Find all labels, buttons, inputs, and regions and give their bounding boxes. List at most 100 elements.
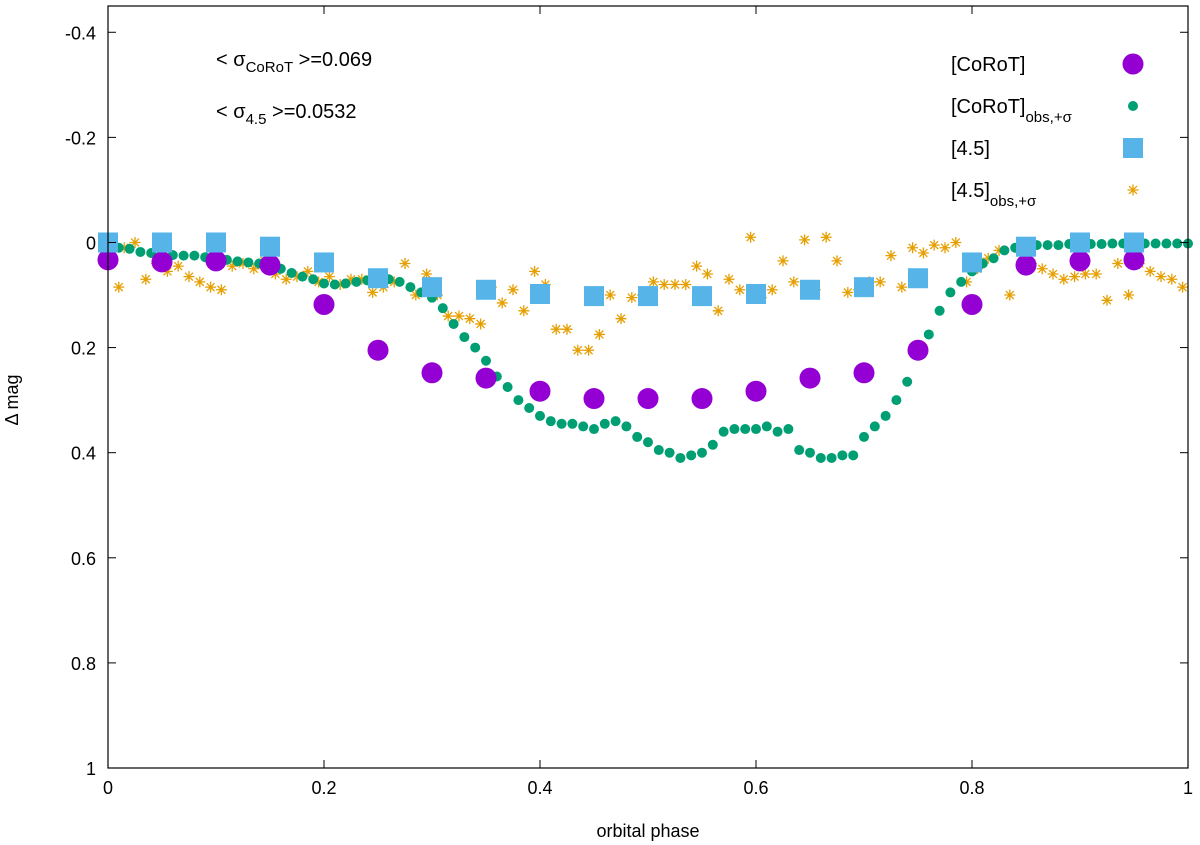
data-point <box>237 258 249 270</box>
data-point <box>788 276 800 288</box>
data-point <box>664 447 675 458</box>
data-point <box>647 276 659 288</box>
legend-marker <box>1123 138 1143 158</box>
data-point <box>475 318 487 330</box>
data-point <box>610 416 621 427</box>
data-point <box>1112 258 1124 270</box>
y-tick-label: -0.4 <box>65 23 96 43</box>
data-point <box>626 292 638 304</box>
data-point <box>1124 232 1144 253</box>
data-point <box>593 328 605 340</box>
data-point <box>869 421 880 432</box>
data-point <box>993 244 1005 256</box>
data-point <box>820 231 832 243</box>
data-point <box>956 276 967 287</box>
data-point <box>1155 271 1167 283</box>
data-point <box>1070 232 1090 253</box>
data-point <box>658 279 670 291</box>
legend-marker <box>1122 53 1144 75</box>
data-point <box>874 276 886 288</box>
data-point <box>453 310 465 322</box>
data-point <box>950 236 962 248</box>
data-point <box>718 426 729 437</box>
data-point <box>513 395 524 406</box>
data-point <box>368 268 388 289</box>
legend-entry-label: [CoRoT]obs,+σ <box>951 96 1073 126</box>
data-point <box>1107 238 1118 249</box>
data-point <box>707 439 718 450</box>
data-point <box>496 297 508 309</box>
data-point <box>826 452 837 463</box>
data-point <box>1053 240 1064 251</box>
data-point <box>589 424 599 435</box>
data-point <box>578 421 589 432</box>
data-point <box>502 382 513 392</box>
data-point <box>567 418 578 429</box>
data-point <box>151 251 173 273</box>
data-point <box>1015 254 1037 276</box>
data-point <box>1069 250 1091 272</box>
data-point <box>113 281 125 293</box>
data-point <box>604 289 616 301</box>
data-point <box>1090 268 1102 280</box>
data-point <box>205 281 217 293</box>
data-point <box>945 287 956 298</box>
data-point <box>599 418 610 429</box>
data-point <box>535 410 545 421</box>
y-axis-label: Δ mag <box>2 374 22 425</box>
data-point <box>545 416 556 427</box>
x-tick-label: 0 <box>103 778 113 798</box>
data-point <box>561 323 573 335</box>
data-point <box>777 255 789 267</box>
data-point <box>118 242 130 254</box>
data-point <box>448 318 459 329</box>
data-point <box>669 279 681 291</box>
data-point <box>584 286 604 307</box>
axes: 0 0.2 0.4 0.6 0.8 1 -0.4 -0.2 0 0.2 0.4 0.6 0.8 1 <box>65 6 1193 798</box>
data-point <box>399 258 411 270</box>
annotations: < σCoRoT >=0.069 < σ4.5 >=0.0532 <box>216 49 372 128</box>
data-point <box>815 452 826 463</box>
data-point <box>751 424 761 435</box>
data-point <box>1144 265 1156 277</box>
data-point <box>686 450 697 461</box>
data-point <box>518 305 530 317</box>
data-point <box>529 380 551 402</box>
data-point <box>831 255 843 267</box>
data-point <box>745 231 757 243</box>
data-point <box>297 271 308 282</box>
data-point <box>152 232 172 253</box>
data-point <box>697 447 707 458</box>
data-point <box>643 437 653 448</box>
data-point <box>961 293 983 315</box>
data-point <box>848 450 859 461</box>
x-tick-label: 0.2 <box>311 778 336 798</box>
x-tick-label: 1 <box>1183 778 1193 798</box>
data-point <box>1058 273 1070 285</box>
data-point <box>962 252 982 273</box>
data-point <box>907 339 929 361</box>
plot-frame <box>107 5 1189 769</box>
data-point <box>367 339 389 361</box>
data-point <box>740 424 751 435</box>
data-point <box>1101 294 1113 306</box>
data-point <box>853 362 875 384</box>
data-point <box>189 250 200 261</box>
data-point <box>885 250 897 262</box>
legend: [CoRoT] [CoRoT]obs,+σ [4.5] [4.5]obs,+σ <box>951 53 1144 210</box>
data-point <box>329 279 340 290</box>
series-asterisk <box>113 231 1189 356</box>
data-point <box>632 431 643 442</box>
data-point <box>178 250 189 261</box>
data-point <box>1036 263 1048 275</box>
data-point <box>800 279 820 300</box>
sigma-annotation: < σCoRoT >=0.069 <box>216 49 372 76</box>
data-point <box>475 367 497 389</box>
data-point <box>334 279 346 291</box>
data-point <box>880 410 891 421</box>
data-point <box>410 289 422 301</box>
x-axis-label: orbital phase <box>596 821 699 841</box>
data-point <box>1042 240 1053 251</box>
data-point <box>280 273 292 285</box>
